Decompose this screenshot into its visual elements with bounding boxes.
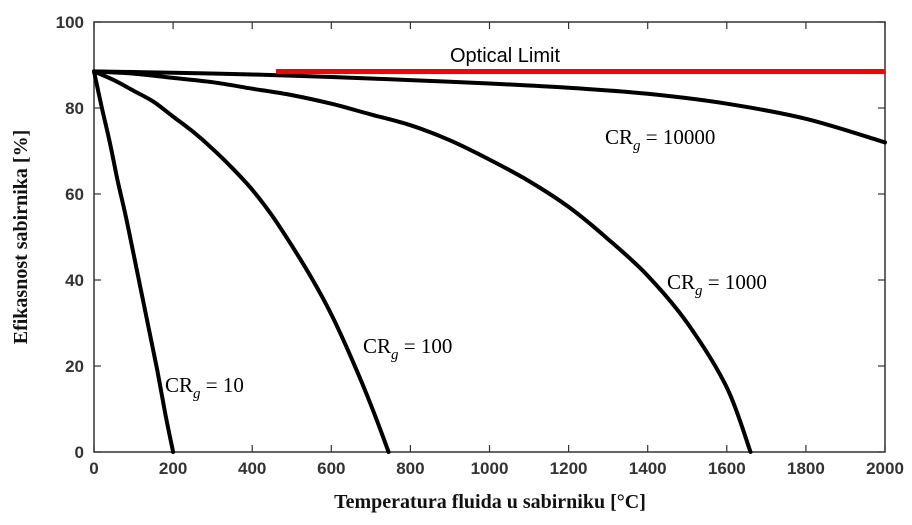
y-axis-title: Efikasnost sabirnika [%] <box>10 130 32 345</box>
curve-label-cr10000-prefix: CR <box>605 125 633 149</box>
x-tick-label: 2000 <box>866 459 904 478</box>
y-tick-label: 80 <box>65 99 84 118</box>
x-tick-label: 200 <box>159 459 187 478</box>
curve-label-cr100-value: = 100 <box>399 334 453 358</box>
x-tick-label: 400 <box>238 459 266 478</box>
curve-label-cr100: CRg = 100 <box>363 334 452 363</box>
curve-cr100 <box>92 69 391 454</box>
curve-label-cr10-value: = 10 <box>201 373 244 397</box>
y-tick-label: 60 <box>65 185 84 204</box>
y-tick-label: 0 <box>75 443 84 462</box>
axis-tick-labels: 0 200 400 600 800 1000 1200 1400 1600 1800 2000 0 20… <box>56 13 904 478</box>
optical-limit-label: Optical Limit <box>450 45 560 67</box>
curve-label-cr10000: CRg = 10000 <box>605 125 715 154</box>
curve-label-cr1000-value: = 1000 <box>703 270 767 294</box>
x-axis-title: Temperatura fluida u sabirniku [°C] <box>334 491 646 513</box>
x-tick-label: 1600 <box>708 459 746 478</box>
curve-label-cr10-prefix: CR <box>165 373 193 397</box>
plot-frame <box>93 21 886 453</box>
curve-cr10000 <box>92 69 887 145</box>
efficiency-curves <box>92 69 887 454</box>
x-tick-label: 1200 <box>550 459 588 478</box>
y-tick-label: 40 <box>65 271 84 290</box>
y-tick-label: 20 <box>65 357 84 376</box>
x-tick-label: 600 <box>317 459 345 478</box>
x-tick-label: 800 <box>396 459 424 478</box>
curve-label-cr10: CRg = 10 <box>165 373 244 402</box>
curve-label-cr1000: CRg = 1000 <box>667 270 767 299</box>
curve-label-cr100-prefix: CR <box>363 334 391 358</box>
x-tick-label: 1000 <box>471 459 509 478</box>
curve-label-cr10000-sub: g <box>633 138 641 154</box>
curve-label-cr1000-sub: g <box>695 283 703 299</box>
axis-ticks <box>93 21 886 453</box>
curve-label-cr1000-prefix: CR <box>667 270 695 294</box>
y-tick-label: 100 <box>56 13 84 32</box>
x-tick-label: 0 <box>89 459 98 478</box>
x-tick-label: 1800 <box>787 459 825 478</box>
curve-label-cr10-sub: g <box>193 386 201 402</box>
curve-label-cr10000-value: = 10000 <box>641 125 716 149</box>
curve-label-cr100-sub: g <box>391 347 399 363</box>
curve-cr10 <box>92 69 176 454</box>
x-tick-label: 1400 <box>629 459 667 478</box>
curve-cr1000 <box>92 69 753 454</box>
